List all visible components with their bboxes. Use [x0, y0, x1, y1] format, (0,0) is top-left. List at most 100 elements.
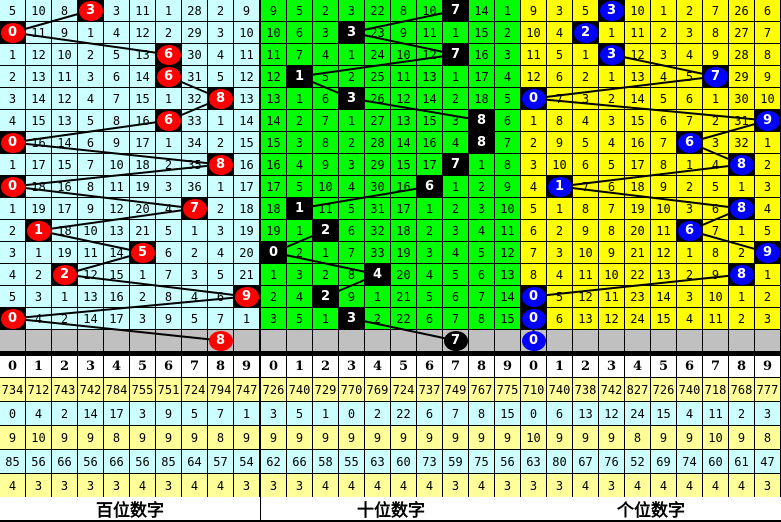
stat-cell: 1 [234, 402, 259, 425]
grid-cell: 3 [208, 22, 233, 43]
grid-cell: 21 [625, 242, 650, 263]
draw-ball: 7 [182, 198, 207, 219]
grid-cell: 15 [104, 264, 129, 285]
draw-ball: 3 [339, 22, 364, 43]
grid-cell: 7 [208, 308, 233, 329]
stat-cell: 9 [365, 426, 390, 449]
grid-cell: 11 [521, 44, 546, 65]
grid-cell: 22 [391, 308, 416, 329]
stat-cell: 66 [287, 450, 312, 473]
digit-header: 5 [391, 356, 416, 377]
stat-cell: 14 [78, 402, 103, 425]
stat-cell: 3 [521, 474, 546, 497]
grid-cell: 4 [703, 154, 728, 175]
draw-ball: 6 [677, 220, 702, 241]
forecast-cell [677, 330, 702, 351]
grid-cell: 30 [365, 176, 390, 197]
draw-ball: 8 [469, 132, 494, 153]
grid-cell: 3 [339, 0, 364, 21]
grid-cell: 10 [755, 88, 780, 109]
forecast-cell [547, 330, 572, 351]
grid-cell: 2 [339, 66, 364, 87]
grid-cell: 31 [729, 110, 754, 131]
stat-cell: 4 [573, 474, 598, 497]
grid-cell: 8 [495, 154, 520, 175]
grid-cell: 9 [104, 132, 129, 153]
grid-cell: 28 [182, 0, 207, 21]
stat-cell: 726 [261, 378, 286, 401]
stat-cell: 56 [130, 450, 155, 473]
grid-cell: 15 [26, 110, 51, 131]
stat-cell: 9 [234, 426, 259, 449]
draw-ball: 2 [313, 220, 338, 241]
grid-cell: 16 [469, 44, 494, 65]
stat-cell: 5 [182, 402, 207, 425]
forecast-cell [729, 330, 754, 351]
grid-cell: 11 [703, 308, 728, 329]
grid-cell: 2 [651, 22, 676, 43]
forecast-cell [156, 330, 181, 351]
grid-cell: 5 [208, 264, 233, 285]
grid-cell: 7 [287, 44, 312, 65]
stat-cell: 724 [182, 378, 207, 401]
grid-cell: 12 [261, 66, 286, 87]
stat-cell: 4 [391, 474, 416, 497]
grid-cell: 5 [287, 0, 312, 21]
forecast-cell [26, 330, 51, 351]
draw-ball: 0 [521, 286, 546, 307]
grid-cell: 1 [573, 44, 598, 65]
grid-cell: 14 [130, 66, 155, 87]
grid-cell: 3 [104, 0, 129, 21]
stat-cell: 4 [677, 402, 702, 425]
grid-cell: 10 [261, 22, 286, 43]
grid-cell: 6 [677, 88, 702, 109]
grid-cell: 10 [547, 154, 572, 175]
grid-cell: 1 [26, 242, 51, 263]
grid-cell: 1 [287, 220, 312, 241]
grid-cell: 1 [313, 242, 338, 263]
grid-cell: 4 [156, 198, 181, 219]
grid-cell: 2 [677, 264, 702, 285]
grid-cell: 2 [417, 220, 442, 241]
draw-ball: 1 [547, 176, 572, 197]
stat-cell: 7 [443, 402, 468, 425]
grid-cell: 2 [208, 0, 233, 21]
stat-cell: 712 [26, 378, 51, 401]
grid-cell: 12 [104, 198, 129, 219]
forecast-cell [495, 330, 520, 351]
grid-cell: 9 [234, 0, 259, 21]
grid-cell: 21 [234, 264, 259, 285]
stat-cell: 777 [755, 378, 780, 401]
grid-cell: 6 [651, 110, 676, 131]
grid-cell: 5 [573, 0, 598, 21]
grid-cell: 5 [156, 220, 181, 241]
grid-cell: 19 [625, 198, 650, 219]
grid-cell: 27 [365, 110, 390, 131]
stat-cell: 751 [156, 378, 181, 401]
stat-cell: 9 [287, 426, 312, 449]
grid-cell: 3 [599, 110, 624, 131]
grid-cell: 13 [651, 264, 676, 285]
stat-cell: 75 [469, 450, 494, 473]
forecast-cell [339, 330, 364, 351]
stat-cell: 1 [313, 402, 338, 425]
forecast-cell [573, 330, 598, 351]
grid-cell: 10 [573, 242, 598, 263]
digit-header: 1 [26, 356, 51, 377]
forecast-cell [625, 330, 650, 351]
stat-cell: 4 [703, 474, 728, 497]
grid-cell: 2 [573, 66, 598, 87]
stat-cell: 3 [261, 474, 286, 497]
grid-cell: 6 [339, 220, 364, 241]
draw-ball: 9 [234, 286, 259, 307]
grid-cell: 8 [703, 242, 728, 263]
digit-header: 0 [0, 356, 25, 377]
draw-ball: 0 [0, 308, 25, 329]
grid-cell: 5 [339, 198, 364, 219]
draw-ball: 2 [573, 22, 598, 43]
digit-header: 8 [469, 356, 494, 377]
grid-cell: 5 [573, 132, 598, 153]
forecast-cell [234, 330, 259, 351]
stat-cell: 4 [0, 474, 25, 497]
stat-cell: 85 [0, 450, 25, 473]
